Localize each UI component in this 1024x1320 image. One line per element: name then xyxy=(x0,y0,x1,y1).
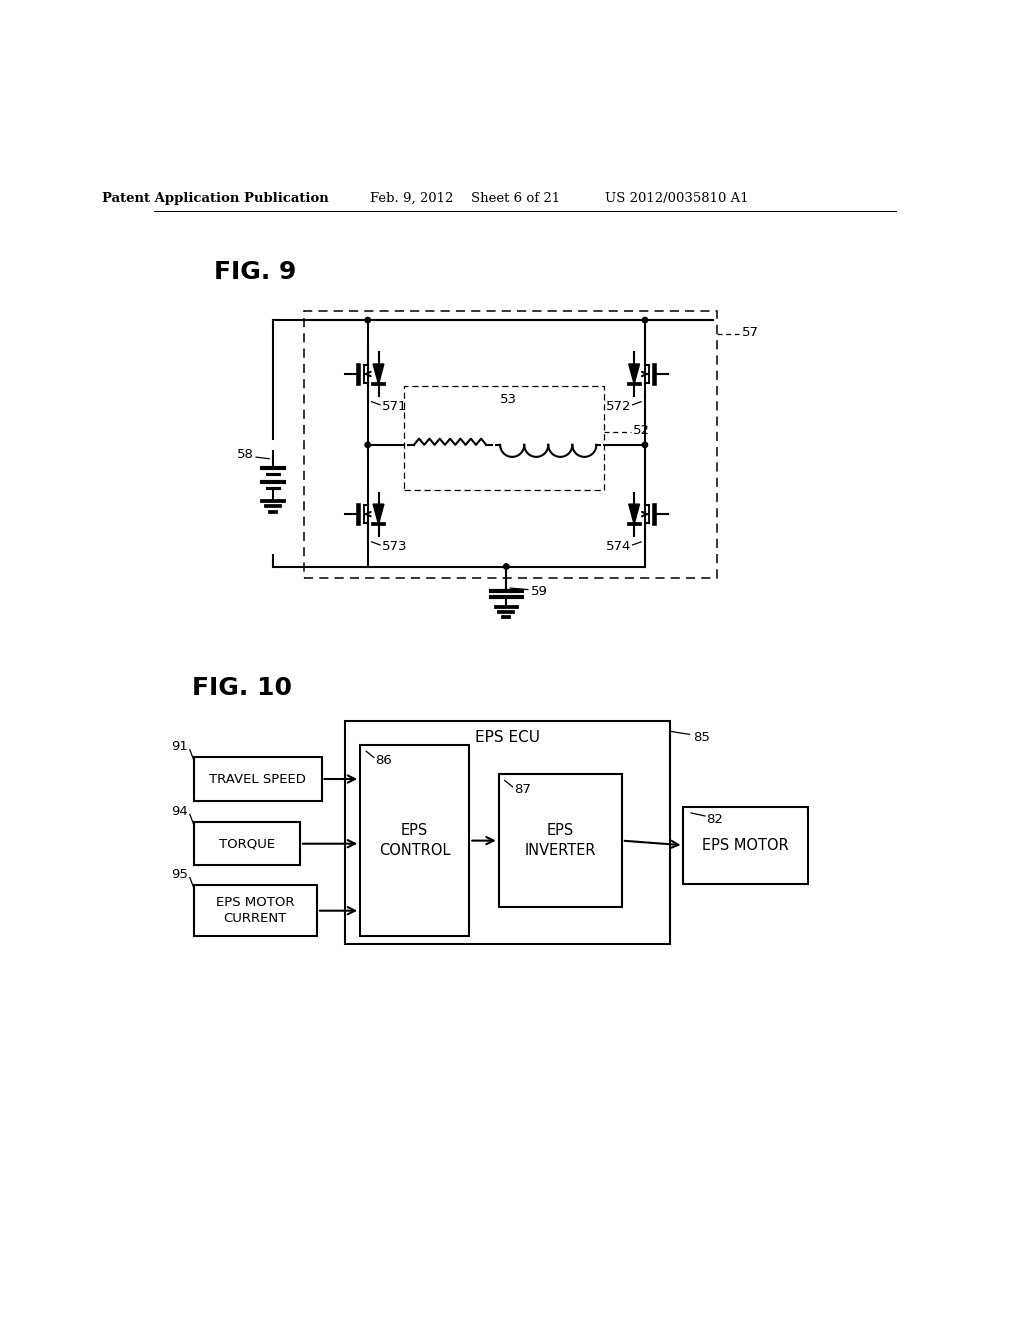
Text: TRAVEL SPEED: TRAVEL SPEED xyxy=(209,772,306,785)
Text: EPS
INVERTER: EPS INVERTER xyxy=(524,824,596,858)
Text: 91: 91 xyxy=(171,741,187,754)
Bar xyxy=(683,807,808,884)
Circle shape xyxy=(504,564,509,569)
Text: US 2012/0035810 A1: US 2012/0035810 A1 xyxy=(605,191,750,205)
Bar xyxy=(194,822,300,866)
Text: EPS MOTOR: EPS MOTOR xyxy=(702,838,790,853)
Circle shape xyxy=(642,317,647,323)
Text: 94: 94 xyxy=(171,805,187,818)
Text: 95: 95 xyxy=(171,869,187,880)
Text: 85: 85 xyxy=(692,731,710,744)
Bar xyxy=(403,385,604,490)
Text: 572: 572 xyxy=(605,400,631,413)
Text: 573: 573 xyxy=(382,540,408,553)
Text: 571: 571 xyxy=(382,400,408,413)
Text: EPS
CONTROL: EPS CONTROL xyxy=(379,824,451,858)
Text: 58: 58 xyxy=(237,449,254,462)
Text: 59: 59 xyxy=(531,585,548,598)
Polygon shape xyxy=(373,504,384,524)
Bar xyxy=(194,886,316,936)
Bar xyxy=(345,721,670,944)
Text: Feb. 9, 2012: Feb. 9, 2012 xyxy=(370,191,454,205)
Circle shape xyxy=(365,317,371,323)
Text: 82: 82 xyxy=(707,813,723,825)
Circle shape xyxy=(642,442,647,447)
Text: 574: 574 xyxy=(605,540,631,553)
Text: 87: 87 xyxy=(514,783,530,796)
Circle shape xyxy=(365,442,371,447)
Bar xyxy=(360,744,469,936)
Bar xyxy=(304,312,717,578)
Polygon shape xyxy=(629,504,640,524)
Text: 57: 57 xyxy=(742,326,759,339)
Text: FIG. 9: FIG. 9 xyxy=(214,260,296,284)
Bar xyxy=(194,758,322,800)
Text: 52: 52 xyxy=(634,424,650,437)
Text: EPS ECU: EPS ECU xyxy=(474,730,540,744)
Text: EPS MOTOR
CURRENT: EPS MOTOR CURRENT xyxy=(216,896,295,925)
Text: Sheet 6 of 21: Sheet 6 of 21 xyxy=(471,191,560,205)
Polygon shape xyxy=(629,364,640,384)
Text: 53: 53 xyxy=(500,393,517,407)
Text: FIG. 10: FIG. 10 xyxy=(193,676,292,700)
Polygon shape xyxy=(373,364,384,384)
Text: Patent Application Publication: Patent Application Publication xyxy=(101,191,329,205)
Bar xyxy=(499,775,622,907)
Text: 86: 86 xyxy=(376,754,392,767)
Text: TORQUE: TORQUE xyxy=(219,837,274,850)
